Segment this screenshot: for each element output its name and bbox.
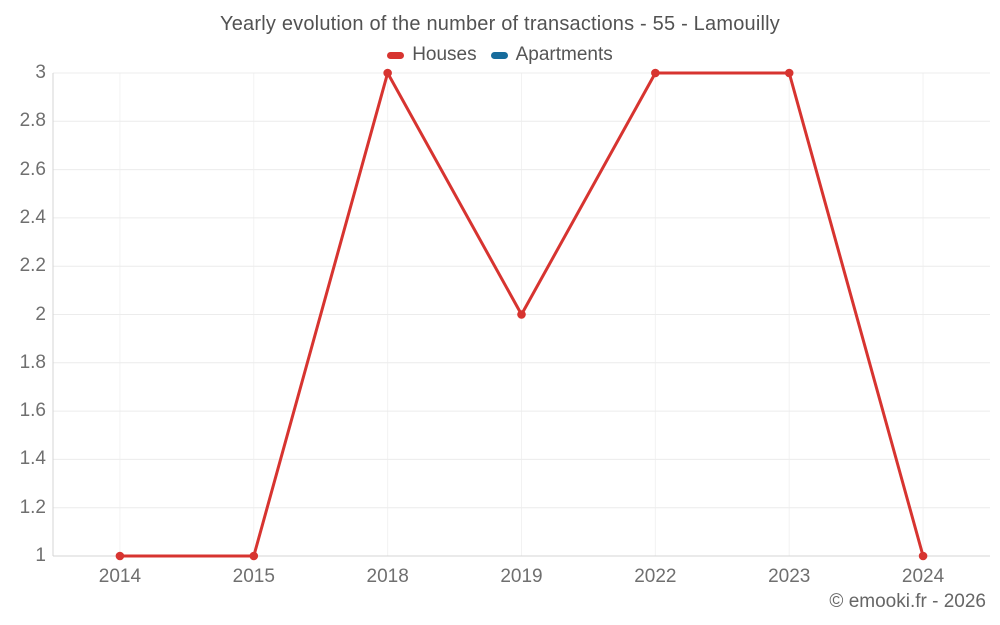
chart-title: Yearly evolution of the number of transa… bbox=[220, 13, 780, 35]
y-tick-label: 2 bbox=[35, 303, 46, 325]
x-tick-label: 2018 bbox=[366, 566, 409, 587]
houses-data-point[interactable] bbox=[918, 551, 928, 561]
apartments-legend-label: Apartments bbox=[515, 44, 613, 65]
y-tick-label: 1.2 bbox=[19, 496, 46, 518]
y-tick-label: 2.8 bbox=[19, 110, 46, 132]
houses-data-point[interactable] bbox=[249, 551, 259, 561]
legend-item-apartments[interactable]: Apartments bbox=[490, 44, 613, 66]
houses-data-point[interactable] bbox=[517, 310, 526, 319]
y-tick-label: 1.6 bbox=[19, 400, 46, 422]
houses-data-point[interactable] bbox=[784, 68, 794, 78]
y-tick-label: 3 bbox=[35, 62, 46, 83]
y-tick-label: 1.4 bbox=[19, 448, 46, 470]
houses-series-swatch bbox=[387, 51, 405, 59]
y-tick-label: 2.6 bbox=[19, 158, 46, 180]
x-tick-label: 2015 bbox=[232, 566, 275, 587]
legend-item-houses[interactable]: Houses bbox=[387, 44, 477, 66]
houses-data-point[interactable] bbox=[651, 68, 660, 78]
y-tick-label: 1 bbox=[35, 545, 46, 566]
copyright-watermark: © emooki.fr - 2026 bbox=[829, 591, 986, 612]
y-tick-label: 2.2 bbox=[19, 255, 46, 277]
y-tick-label: 2.4 bbox=[19, 206, 46, 228]
chart-legend: Houses Apartments bbox=[0, 44, 1000, 66]
apartments-series-swatch bbox=[490, 51, 508, 59]
x-tick-label: 2023 bbox=[768, 566, 811, 587]
x-tick-label: 2019 bbox=[500, 566, 543, 587]
houses-data-point[interactable] bbox=[383, 68, 392, 78]
x-tick-label: 2024 bbox=[901, 566, 945, 587]
x-tick-label: 2022 bbox=[634, 566, 677, 587]
houses-data-point[interactable] bbox=[115, 551, 125, 561]
x-tick-label: 2014 bbox=[98, 566, 142, 587]
houses-legend-label: Houses bbox=[412, 44, 477, 65]
y-tick-label: 1.8 bbox=[19, 351, 46, 373]
